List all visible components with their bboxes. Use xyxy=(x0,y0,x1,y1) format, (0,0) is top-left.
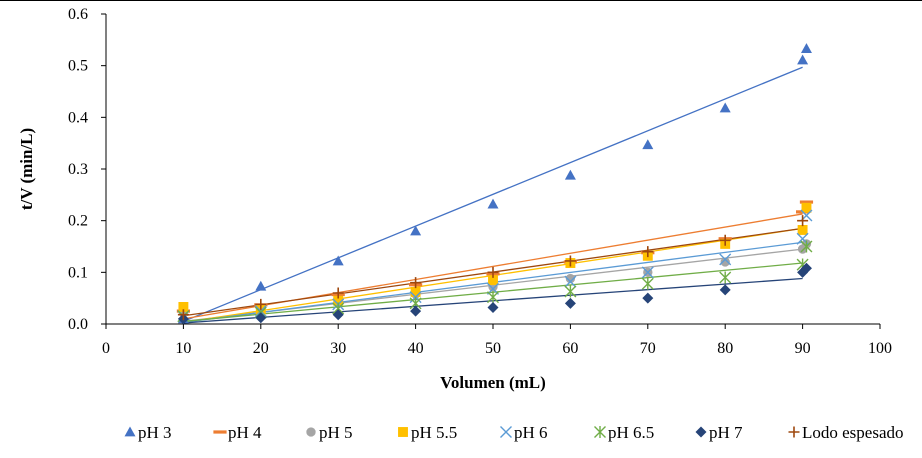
y-tick-label: 0.3 xyxy=(68,161,88,178)
x-tick-label: 50 xyxy=(485,340,501,357)
data-point-lodo-espesado xyxy=(719,234,731,246)
data-point-ph-6-5 xyxy=(487,291,499,304)
legend-marker-ph-5-5 xyxy=(398,427,408,437)
data-point-ph-5-5 xyxy=(488,275,498,286)
data-point-lodo-espesado xyxy=(255,298,267,310)
data-point-ph-3 xyxy=(800,43,812,54)
legend-marker-lodo-espesado xyxy=(788,426,800,438)
legend-marker-ph-4 xyxy=(213,430,227,434)
x-tick-label: 20 xyxy=(253,340,269,357)
data-point-ph-5 xyxy=(565,273,576,284)
x-tick-label: 0 xyxy=(102,340,110,357)
data-point-lodo-espesado xyxy=(487,266,499,278)
legend-item-ph-3: pH 3 xyxy=(124,423,172,442)
legend-label-ph-3: pH 3 xyxy=(138,423,172,442)
legend-label-lodo-espesado: Lodo espesado xyxy=(802,423,904,442)
legend-label-ph-6-5: pH 6.5 xyxy=(608,423,654,442)
data-point-lodo-espesado xyxy=(177,309,189,321)
y-tick-label: 0.6 xyxy=(68,6,88,23)
data-point-ph-7 xyxy=(800,262,812,274)
data-point-lodo-espesado xyxy=(642,246,654,258)
data-point-ph-3 xyxy=(487,198,499,209)
data-point-ph-7 xyxy=(332,309,344,321)
y-tick-label: 0.5 xyxy=(68,58,88,75)
legend-item-ph-4: pH 4 xyxy=(213,423,262,442)
data-point-ph-6-5 xyxy=(564,285,577,298)
data-point-lodo-espesado xyxy=(332,287,344,299)
data-point-ph-7 xyxy=(410,305,422,317)
legend-marker-ph-6 xyxy=(500,426,512,438)
legend-item-ph-7: pH 7 xyxy=(695,423,743,442)
legend-label-ph-7: pH 7 xyxy=(709,423,743,442)
data-point-ph-5-5 xyxy=(410,287,421,297)
legend-item-ph-5: pH 5 xyxy=(306,423,353,442)
data-point-ph-7 xyxy=(255,312,267,324)
legend-marker-ph-7 xyxy=(695,426,707,438)
data-point-ph-6-5 xyxy=(641,277,654,290)
legend-marker-ph-5 xyxy=(306,427,316,437)
data-point-ph-5-5 xyxy=(333,295,344,306)
data-point-ph-5-5 xyxy=(797,225,808,235)
legend-item-ph-6: pH 6 xyxy=(500,423,548,442)
data-point-lodo-espesado xyxy=(410,277,422,289)
legend-marker-ph-6-5 xyxy=(594,425,606,439)
data-point-ph-3 xyxy=(797,54,809,65)
x-tick-label: 80 xyxy=(717,340,733,357)
data-point-ph-3 xyxy=(642,139,654,150)
data-markers xyxy=(176,43,814,325)
data-point-ph-7 xyxy=(642,292,654,304)
y-tick-label: 0.0 xyxy=(68,316,88,333)
data-point-ph-6 xyxy=(719,253,732,266)
legend-item-lodo-espesado: Lodo espesado xyxy=(788,423,904,442)
data-point-ph-7 xyxy=(564,297,576,309)
data-point-ph-5 xyxy=(720,257,730,267)
x-tick-label: 90 xyxy=(795,340,811,357)
y-axis-title: t/V (min/L) xyxy=(17,128,36,210)
data-point-ph-6-5 xyxy=(800,240,813,253)
y-tick-label: 0.4 xyxy=(68,109,88,126)
data-point-lodo-espesado xyxy=(797,215,809,227)
legend-marker-ph-3 xyxy=(124,426,136,437)
data-point-ph-7 xyxy=(719,284,731,296)
data-point-ph-7 xyxy=(487,301,499,313)
data-point-ph-6-5 xyxy=(719,271,732,284)
legend-item-ph-5-5: pH 5.5 xyxy=(398,423,457,442)
legend-label-ph-4: pH 4 xyxy=(228,423,262,442)
legend-item-ph-6-5: pH 6.5 xyxy=(594,423,654,442)
data-point-ph-4 xyxy=(799,200,814,204)
data-point-ph-3 xyxy=(410,225,422,236)
data-point-ph-5-5 xyxy=(178,302,189,312)
x-tick-label: 30 xyxy=(330,340,346,357)
data-point-lodo-espesado xyxy=(564,255,576,267)
data-point-ph-6 xyxy=(564,275,577,288)
top-border-line xyxy=(0,0,922,1)
data-point-ph-3 xyxy=(719,102,731,113)
x-tick-label: 60 xyxy=(562,340,578,357)
data-point-ph-3 xyxy=(255,280,267,291)
trendline-ph-3 xyxy=(183,66,803,323)
data-point-ph-6 xyxy=(641,266,654,279)
x-tick-label: 40 xyxy=(408,340,424,357)
x-tick-label: 10 xyxy=(175,340,191,357)
legend-label-ph-5-5: pH 5.5 xyxy=(411,423,457,442)
y-tick-label: 0.1 xyxy=(68,264,88,281)
x-tick-label: 100 xyxy=(868,340,892,357)
y-tick-label: 0.2 xyxy=(68,213,88,230)
data-point-ph-3 xyxy=(564,169,576,180)
x-tick-label: 70 xyxy=(640,340,656,357)
legend-label-ph-6: pH 6 xyxy=(514,423,548,442)
legend-label-ph-5: pH 5 xyxy=(319,423,353,442)
legend: pH 3 pH 4 pH 5 pH 5.5 pH 6 pH 6.5 pH 7 Lodo esp… xyxy=(124,423,904,442)
data-point-ph-6 xyxy=(409,291,422,304)
data-point-ph-5-5 xyxy=(801,202,812,213)
data-point-ph-3 xyxy=(332,255,344,266)
x-axis-title: Volumen (mL) xyxy=(440,373,546,392)
axes: 0 10 20 30 40 50 60 70 80 90 100 0.0 0.1 0.2 0.3 0.4 0.5… xyxy=(68,6,892,357)
